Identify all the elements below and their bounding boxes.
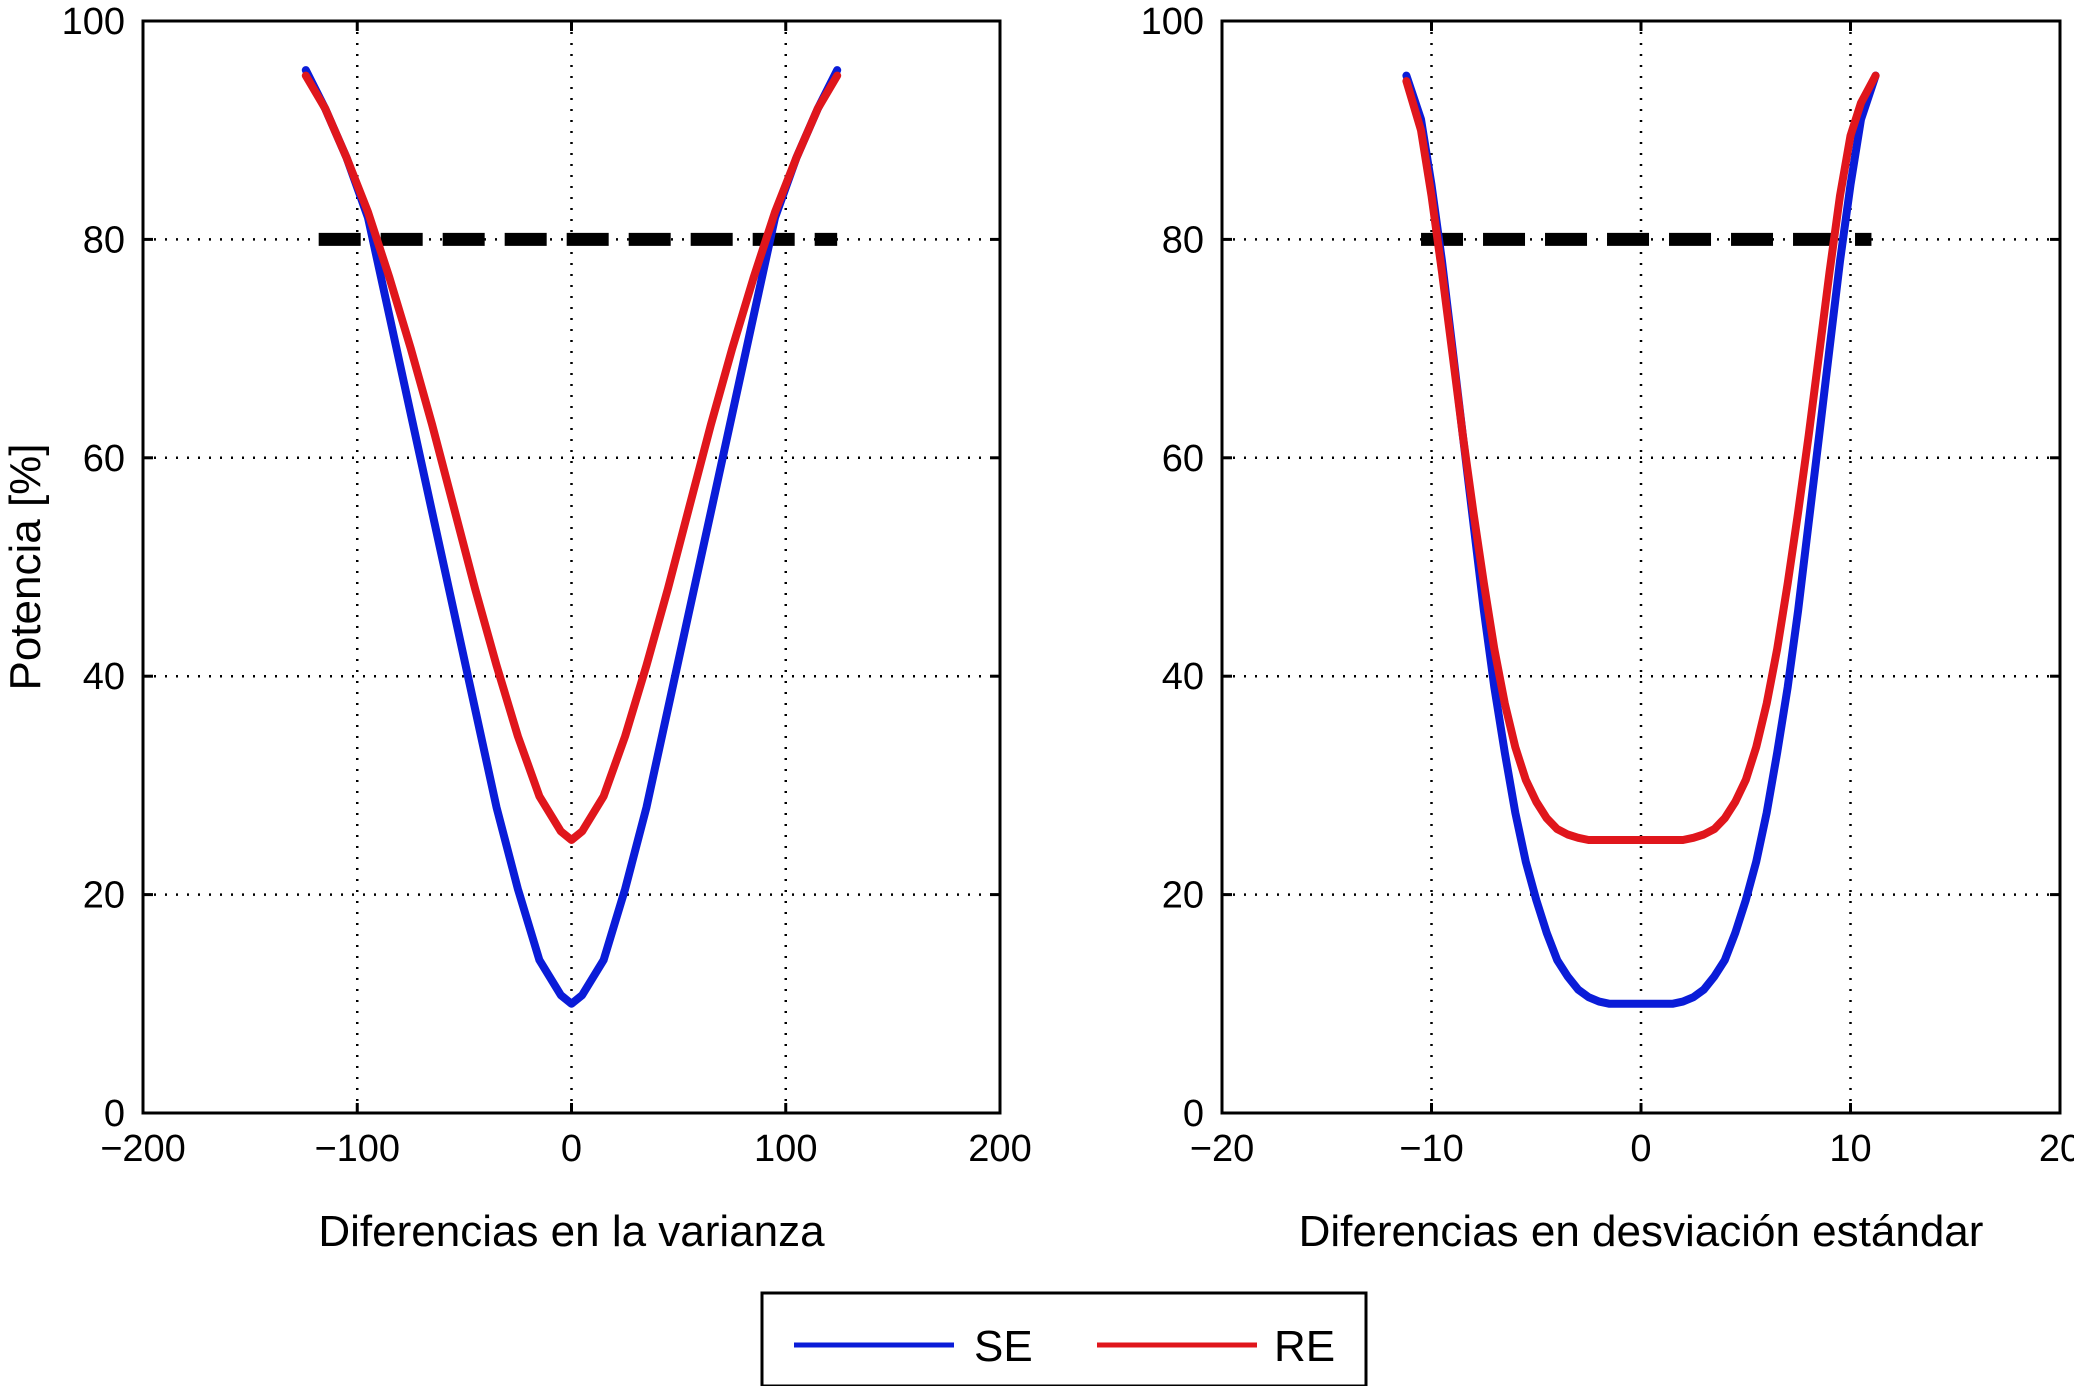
y-tick-label: 40 [1162, 656, 1204, 698]
x-tick-label: −100 [314, 1128, 400, 1170]
series-line-re [301, 71, 842, 844]
y-tick-label: 60 [83, 438, 125, 480]
y-tick-label: 40 [83, 656, 125, 698]
legend-label-re: RE [1274, 1322, 1335, 1371]
y-tick-label: 100 [1141, 1, 1204, 43]
x-tick-label: 0 [1630, 1128, 1651, 1170]
x-tick-label: −10 [1399, 1128, 1463, 1170]
legend: SE RE [760, 1291, 1368, 1386]
legend-box [760, 1291, 1368, 1386]
axes-frame [141, 19, 1002, 1115]
y-axis-label: Potencia [%] [1, 443, 50, 690]
y-tick-label: 80 [83, 219, 125, 261]
x-tick-label: 0 [561, 1128, 582, 1170]
series-line-se [301, 66, 842, 1008]
x-tick-label: −200 [100, 1128, 186, 1170]
y-tick-label: 100 [62, 1, 125, 43]
right-panel: −20 −10 0 10 20 0 20 40 60 80 100 Diferencias en de… [1141, 1, 2074, 1256]
y-tick-label: 20 [83, 875, 125, 917]
series-line-se [1402, 71, 1880, 1008]
y-tick-label: 0 [1183, 1093, 1204, 1135]
x-axis-label: Diferencias en la varianza [318, 1207, 825, 1256]
series-line-re [1402, 71, 1880, 844]
x-tick-label: −20 [1190, 1128, 1254, 1170]
x-axis-label: Diferencias en desviación estándar [1299, 1207, 1984, 1256]
x-tick-label: 10 [1829, 1128, 1871, 1170]
y-tick-label: 60 [1162, 438, 1204, 480]
y-tick-label: 20 [1162, 875, 1204, 917]
y-tick-label: 80 [1162, 219, 1204, 261]
x-tick-label: 200 [968, 1128, 1031, 1170]
x-tick-label: 20 [2039, 1128, 2074, 1170]
left-panel: −200 −100 0 100 200 0 20 40 60 80 100 Diferencias e… [1, 1, 1032, 1256]
y-tick-label: 0 [104, 1093, 125, 1135]
legend-label-se: SE [974, 1322, 1033, 1371]
x-tick-label: 100 [754, 1128, 817, 1170]
axes-frame [1220, 19, 2062, 1115]
